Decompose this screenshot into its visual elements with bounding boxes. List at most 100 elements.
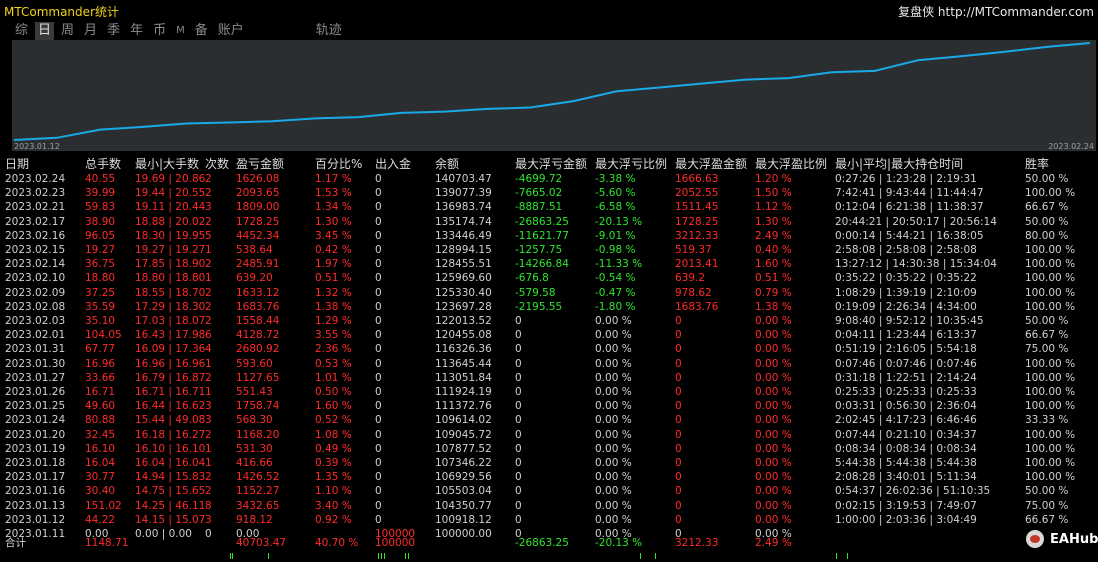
table-cell: 0.40 % — [755, 244, 792, 256]
column-header[interactable]: 最小|大手数 — [135, 157, 200, 171]
table-row[interactable]: 2023.02.03 35.10 17.03 | 18.07 2 1558.44 1.29… — [0, 314, 1098, 328]
column-header[interactable]: 出入金 — [375, 157, 412, 171]
tab-10[interactable]: 轨迹 — [315, 23, 342, 38]
table-cell: 0.00 % — [595, 329, 632, 342]
table-cell: 0.00 % — [755, 499, 792, 512]
table-row[interactable]: 2023.01.25 49.60 16.44 | 16.62 3 1758.74 1.60… — [0, 399, 1098, 413]
tab-2[interactable]: 周 — [61, 23, 75, 38]
table-cell: 0.49 % — [315, 442, 352, 455]
table-row[interactable]: 2023.01.13 151.02 14.25 | 46.11 8 3432.65 3.4… — [0, 499, 1098, 513]
brand-url[interactable]: http://MTCommander.com — [937, 5, 1094, 19]
column-header[interactable]: 最大浮盈金额 — [675, 157, 748, 171]
table-row[interactable]: 2023.01.27 33.66 16.79 | 16.87 2 1127.65 1.01… — [0, 371, 1098, 385]
column-header[interactable]: 余额 — [435, 157, 460, 171]
table-cell: 0.00 % — [595, 414, 632, 427]
tab-7[interactable]: M — [176, 25, 185, 36]
table-cell: 0:07:44 | 0:21:10 | 0:34:37 — [835, 428, 977, 441]
table-cell: 0 — [375, 215, 382, 228]
table-cell: 1:08:29 | 1:39:19 | 2:10:09 — [835, 286, 977, 299]
column-header[interactable]: 百分比% — [315, 157, 363, 171]
table-row[interactable]: 2023.01.16 30.40 14.75 | 15.65 2 1152.27 1.10… — [0, 484, 1098, 498]
column-header[interactable]: 次数 — [205, 157, 230, 171]
tab-0[interactable]: 综 — [15, 23, 29, 38]
table-cell: 0:07:46 | 0:07:46 | 0:07:46 — [835, 357, 977, 370]
table-row[interactable]: 2023.01.31 67.77 16.09 | 17.36 4 2680.92 2.36… — [0, 342, 1098, 356]
table-cell: 125330.40 — [435, 286, 492, 299]
table-row[interactable]: 2023.01.18 16.04 16.04 | 16.04 1 416.66 0.39 … — [0, 456, 1098, 470]
table-cell: 0.00 % — [595, 442, 632, 455]
table-row[interactable]: 2023.01.20 32.45 16.18 | 16.27 2 1168.20 1.08… — [0, 428, 1098, 442]
table-cell: 0.00 % — [755, 329, 792, 342]
table-cell: 133446.49 — [435, 229, 492, 242]
table-row[interactable]: 2023.02.24 40.55 19.69 | 20.86 2 1626.08 1.17… — [0, 172, 1098, 186]
table-row[interactable]: 2023.02.23 39.99 19.44 | 20.55 2 2093.65 1.53… — [0, 186, 1098, 200]
table-row[interactable]: 2023.01.11 0.00 0.00 | 0.00 0 0.00 100000 1000… — [0, 527, 1098, 541]
table-cell: 1.30 % — [755, 215, 792, 228]
column-header[interactable]: 最大浮亏金额 — [515, 157, 588, 171]
table-cell: 35.59 — [85, 300, 116, 313]
table-row[interactable]: 2023.02.17 38.90 18.88 | 20.02 2 1728.25 1.30… — [0, 215, 1098, 229]
tab-6[interactable]: 币 — [153, 23, 167, 38]
tab-9[interactable]: 账户 — [217, 23, 244, 38]
table-cell: 1626.08 — [236, 173, 280, 185]
column-header[interactable]: 最小|平均|最大持仓时间 — [835, 157, 964, 171]
table-cell: 4128.72 — [236, 329, 280, 342]
table-cell: 100.00 % — [1025, 357, 1076, 370]
table-cell: 33.33 % — [1025, 414, 1069, 427]
column-header[interactable]: 最大浮盈比例 — [755, 157, 828, 171]
table-row[interactable]: 2023.01.24 80.88 15.44 | 49.08 3 568.30 0.52 … — [0, 413, 1098, 427]
table-cell: 100.00 % — [1025, 471, 1076, 484]
column-header[interactable]: 胜率 — [1025, 157, 1050, 171]
table-cell: 2023.01.19 — [5, 442, 66, 455]
eahub-logo-icon — [1026, 530, 1044, 548]
table-cell: 0.00 % — [755, 442, 792, 455]
table-cell: 100.00 % — [1025, 258, 1076, 271]
table-row[interactable]: 2023.01.30 16.96 16.96 | 16.96 1 593.60 0.53 … — [0, 357, 1098, 371]
table-cell: 100.00 % — [1025, 244, 1076, 256]
table-row[interactable]: 2023.02.21 59.83 19.11 | 20.44 3 1809.00 1.34… — [0, 200, 1098, 214]
table-row[interactable]: 2023.01.12 44.22 14.15 | 15.07 3 918.12 0.92 … — [0, 513, 1098, 527]
table-cell: 100.00 % — [1025, 400, 1076, 413]
table-row[interactable]: 2023.01.17 30.77 14.94 | 15.83 2 1426.52 1.35… — [0, 470, 1098, 484]
table-row[interactable]: 2023.01.19 16.10 16.10 | 16.10 1 531.30 0.49 … — [0, 442, 1098, 456]
table-row[interactable]: 2023.02.09 37.25 18.55 | 18.70 2 1633.12 1.32… — [0, 286, 1098, 300]
table-cell: 125969.60 — [435, 272, 492, 285]
table-cell: 0.00 % — [595, 457, 632, 469]
table-cell: 0.00 % — [595, 343, 632, 356]
column-header[interactable]: 盈亏金额 — [236, 157, 285, 171]
table-cell: 0:02:15 | 3:19:53 | 7:49:07 — [835, 499, 977, 512]
table-cell: 0 — [515, 371, 522, 384]
table-cell: -26863.25 — [515, 215, 569, 228]
tab-5[interactable]: 年 — [130, 23, 144, 38]
table-row[interactable]: 2023.02.10 18.80 18.80 | 18.80 1 639.20 0.51 … — [0, 271, 1098, 285]
table-cell: 2 — [205, 300, 212, 313]
table-cell: 0.00 % — [595, 485, 632, 498]
table-cell: 18.55 | 18.70 — [135, 286, 206, 299]
table-row[interactable]: 2023.02.14 36.75 17.85 | 18.90 2 2485.91 1.97… — [0, 257, 1098, 271]
table-row[interactable]: 2023.02.16 96.05 18.30 | 19.95 5 4452.34 3.45… — [0, 229, 1098, 243]
equity-curve-svg — [13, 42, 1091, 141]
table-row[interactable]: 2023.02.15 19.27 19.27 | 19.27 1 538.64 0.42 … — [0, 243, 1098, 257]
column-header[interactable]: 日期 — [5, 157, 30, 171]
eahub-text: EAHub — [1050, 532, 1098, 547]
brand-link[interactable]: 复盘侠 http://MTCommander.com — [898, 3, 1094, 20]
tab-4[interactable]: 季 — [107, 23, 121, 38]
table-cell: -1257.75 — [515, 244, 563, 256]
table-cell: 0 — [205, 528, 212, 540]
table-cell: 80.00 % — [1025, 229, 1069, 242]
table-row[interactable]: 2023.02.01 104.05 16.43 | 17.98 6 4128.72 3.5… — [0, 328, 1098, 342]
table-cell: 0:12:04 | 6:21:38 | 11:38:37 — [835, 201, 984, 214]
table-cell: 0:04:11 | 1:23:44 | 6:13:37 — [835, 329, 977, 342]
table-cell: -9.01 % — [595, 229, 636, 242]
tab-8[interactable]: 备 — [194, 23, 208, 38]
column-header[interactable]: 最大浮亏比例 — [595, 157, 668, 171]
column-header[interactable]: 总手数 — [85, 157, 122, 171]
tab-3[interactable]: 月 — [84, 23, 98, 38]
tab-1[interactable]: 日 — [35, 22, 55, 40]
table-cell: 1.60 % — [315, 400, 352, 413]
table-row[interactable]: 2023.01.26 16.71 16.71 | 16.71 1 551.43 0.50 … — [0, 385, 1098, 399]
table-row[interactable]: 2023.02.08 35.59 17.29 | 18.30 2 1683.76 1.38… — [0, 300, 1098, 314]
table-cell: 100.00 % — [1025, 371, 1076, 384]
table-cell: 1 — [205, 244, 212, 256]
table-cell: 0 — [515, 471, 522, 484]
